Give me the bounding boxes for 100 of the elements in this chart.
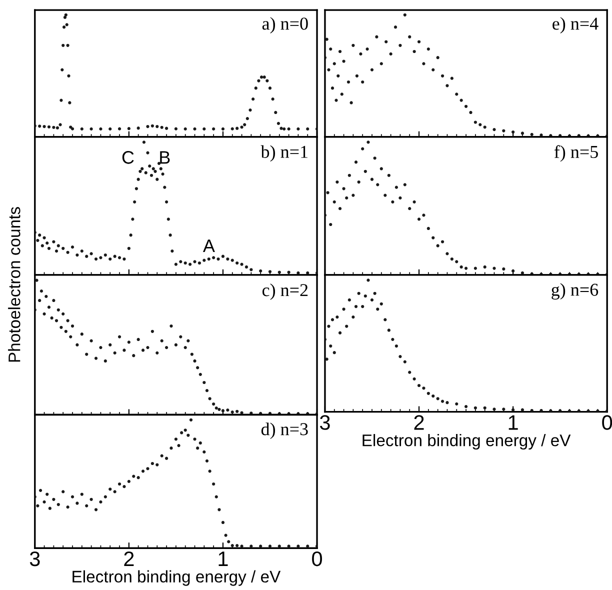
point bbox=[330, 86, 334, 90]
point bbox=[394, 26, 398, 29]
point bbox=[62, 44, 65, 47]
point bbox=[361, 304, 364, 308]
point bbox=[375, 35, 378, 38]
point bbox=[212, 127, 216, 131]
point bbox=[127, 127, 130, 130]
point bbox=[355, 74, 358, 78]
chart-title: d) n=3 bbox=[261, 422, 308, 439]
point bbox=[464, 266, 468, 270]
chart-title: e) n=4 bbox=[552, 17, 598, 34]
point bbox=[417, 40, 421, 44]
point bbox=[68, 101, 72, 104]
point bbox=[62, 26, 66, 29]
point bbox=[455, 260, 458, 264]
point bbox=[338, 207, 342, 210]
point bbox=[408, 207, 412, 210]
chart-title: g) n=6 bbox=[552, 283, 598, 300]
point bbox=[502, 129, 506, 132]
point bbox=[150, 124, 154, 128]
point bbox=[398, 44, 402, 47]
point bbox=[325, 358, 328, 361]
point bbox=[502, 267, 506, 271]
point bbox=[325, 38, 328, 41]
point bbox=[391, 200, 394, 204]
chart-title: f) n=5 bbox=[554, 145, 598, 162]
point bbox=[492, 266, 496, 270]
point bbox=[99, 127, 102, 131]
x-tick-label: 3 bbox=[320, 415, 330, 430]
point bbox=[366, 140, 370, 144]
point bbox=[370, 178, 374, 181]
point bbox=[354, 304, 358, 308]
point bbox=[370, 298, 374, 302]
point bbox=[408, 370, 412, 374]
point bbox=[440, 74, 444, 78]
point bbox=[440, 240, 444, 244]
point bbox=[446, 252, 449, 256]
point bbox=[370, 68, 374, 72]
point bbox=[469, 110, 472, 114]
point bbox=[384, 40, 388, 44]
y-axis-title: Photoelectron counts bbox=[8, 207, 20, 362]
point bbox=[160, 126, 164, 129]
point bbox=[440, 400, 444, 403]
point bbox=[361, 80, 364, 84]
x-tick-label: 1 bbox=[508, 415, 518, 430]
point bbox=[118, 127, 122, 130]
annotation: B bbox=[160, 151, 170, 164]
point bbox=[450, 257, 454, 261]
point bbox=[287, 127, 290, 131]
point bbox=[330, 318, 334, 322]
point bbox=[474, 406, 477, 410]
point bbox=[352, 194, 355, 197]
point bbox=[474, 120, 477, 124]
x-tick-label: 0 bbox=[312, 551, 322, 566]
point bbox=[357, 292, 360, 295]
point bbox=[47, 125, 51, 128]
point bbox=[350, 101, 353, 104]
point bbox=[436, 244, 440, 248]
point bbox=[268, 86, 272, 90]
point bbox=[254, 86, 258, 90]
point bbox=[193, 127, 196, 131]
point bbox=[426, 226, 430, 230]
x-axis-title: Electron binding energy / eV bbox=[362, 434, 571, 450]
point bbox=[380, 167, 383, 170]
point bbox=[460, 265, 463, 269]
point bbox=[345, 324, 348, 328]
point bbox=[426, 48, 430, 51]
point bbox=[455, 92, 458, 96]
point bbox=[432, 394, 435, 398]
point bbox=[329, 344, 332, 348]
point bbox=[56, 126, 60, 130]
x-tick-label: 0 bbox=[602, 415, 612, 430]
point bbox=[164, 126, 168, 130]
point bbox=[403, 183, 406, 186]
point bbox=[376, 183, 380, 186]
point bbox=[464, 104, 468, 108]
point bbox=[422, 214, 426, 217]
chart-title: b) n=1 bbox=[260, 145, 308, 162]
point bbox=[266, 79, 269, 82]
point bbox=[108, 127, 112, 131]
point bbox=[332, 351, 336, 354]
point bbox=[338, 331, 342, 334]
point bbox=[342, 187, 346, 190]
point bbox=[403, 13, 406, 16]
x-axis-title: Electron binding energy / eV bbox=[72, 570, 281, 586]
point bbox=[474, 266, 477, 270]
point bbox=[346, 80, 350, 84]
point bbox=[243, 123, 246, 126]
point bbox=[58, 123, 62, 126]
point bbox=[398, 196, 402, 200]
point bbox=[63, 16, 67, 19]
point bbox=[329, 222, 332, 226]
point bbox=[357, 180, 360, 184]
point bbox=[202, 127, 206, 131]
point bbox=[348, 298, 351, 302]
point bbox=[67, 74, 70, 78]
point bbox=[412, 50, 416, 54]
point bbox=[512, 130, 515, 134]
x-tick-label: 1 bbox=[218, 552, 228, 566]
point bbox=[412, 377, 416, 380]
